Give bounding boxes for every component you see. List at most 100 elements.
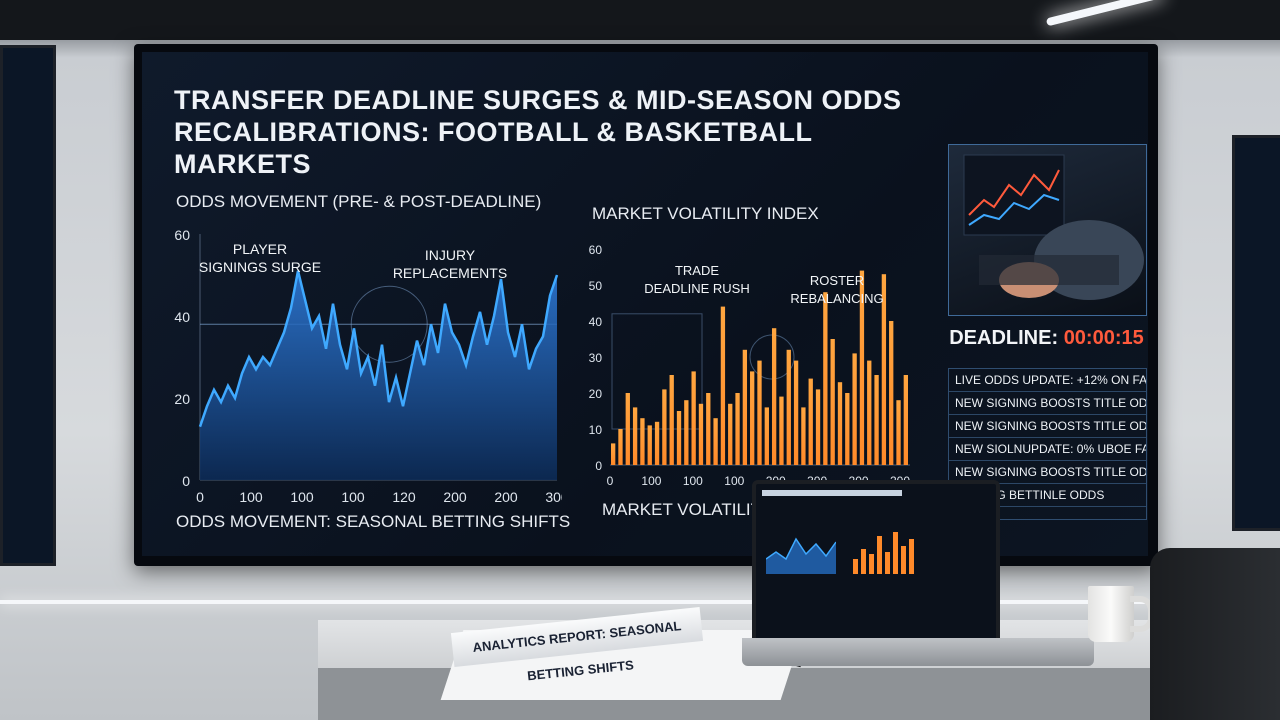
annotation-player-signings: SIGNINGS SURGE (199, 259, 321, 275)
volatility-bar (735, 393, 740, 465)
volatility-bar (647, 425, 652, 465)
x-tick-label: 0 (607, 474, 614, 488)
left-chart-heading: ODDS MOVEMENT (PRE- & POST-DEADLINE) (176, 192, 542, 211)
laptop-keyboard (742, 638, 1094, 666)
x-tick-label: 0 (196, 489, 204, 505)
volatility-bar (867, 360, 872, 465)
laptop-title-bar (762, 490, 902, 496)
coffee-mug (1088, 586, 1134, 642)
volatility-bar (669, 375, 674, 465)
volatility-bar (720, 306, 726, 465)
volatility-bar (830, 339, 835, 465)
annotation-roster-rebalancing: REBALANCING (790, 291, 883, 306)
deadline-label: DEADLINE: (949, 327, 1059, 349)
left-chart-footer: ODDS MOVEMENT: SEASONAL BETTING SHIFTS (176, 512, 571, 531)
volatility-bar (611, 443, 616, 465)
volatility-bar (618, 429, 623, 465)
volatility-bar (786, 349, 791, 465)
annotation-roster-rebalancing: ROSTER (810, 273, 864, 288)
volatility-bar (632, 407, 638, 465)
volatility-bar (684, 400, 689, 465)
annotation-injury-replacements: REPLACEMENTS (393, 265, 507, 281)
dashboard-title: TRANSFER DEADLINE SURGES & MID-SEASON OD… (174, 85, 902, 179)
court-circle (350, 285, 428, 363)
ticker-item: NEW SIGNING BOOSTS TITLE ODDS (949, 392, 1146, 415)
volatility-bar (903, 375, 908, 465)
y-tick-label: 60 (174, 227, 190, 243)
volatility-bar (728, 403, 733, 465)
area-fill (200, 270, 557, 480)
volatility-bar (815, 389, 821, 465)
volatility-bar (808, 378, 813, 465)
volatility-bar (662, 389, 667, 465)
volatility-bar (713, 418, 718, 465)
annotation-player-signings: PLAYER (233, 241, 287, 257)
volatility-bar (640, 418, 645, 465)
x-tick-label: 100 (290, 489, 314, 505)
trader-photo (963, 154, 1144, 300)
y-tick-label: 10 (589, 423, 603, 437)
volatility-bar (757, 360, 762, 465)
volatility-bar (676, 411, 682, 465)
volatility-bar (706, 393, 711, 465)
volatility-bar (852, 353, 857, 465)
volatility-bar (845, 393, 850, 465)
ticker-item: NEW SIOLNUPDATE: 0% UBOE FAVENITES. (949, 438, 1146, 461)
x-tick-label: 100 (724, 474, 744, 488)
volatility-bar (750, 371, 755, 465)
volatility-bar (691, 371, 696, 465)
x-tick-label: 200 (494, 489, 518, 505)
trader-video-feed (948, 144, 1147, 316)
deadline-timer: 00:00:15 (1063, 327, 1144, 349)
x-tick-label: 100 (683, 474, 703, 488)
wall-light-strip (0, 600, 1280, 604)
ticker-item: LIVE ODDS UPDATE: +12% ON FAVORITES (949, 369, 1146, 392)
y-tick-label: 40 (589, 315, 603, 329)
x-tick-label: 120 (392, 489, 416, 505)
office-chair (1150, 548, 1280, 720)
volatility-bar (654, 421, 660, 465)
laptop-area-chart (766, 537, 836, 574)
volatility-bar (837, 382, 843, 465)
y-tick-label: 30 (589, 351, 603, 365)
x-tick-label: 100 (341, 489, 365, 505)
odds-ticker: LIVE ODDS UPDATE: +12% ON FAVORITES NEW … (948, 368, 1147, 520)
y-tick-label: 40 (174, 309, 190, 325)
volatility-bar (881, 274, 887, 465)
volatility-bar (793, 360, 799, 465)
y-tick-label: 0 (595, 459, 602, 473)
side-monitor-right (1232, 135, 1280, 531)
x-tick-label: 100 (239, 489, 263, 505)
ticker-item: NEW SIGNING BOOSTS TITLE ODDS (949, 415, 1146, 438)
right-chart-heading: MARKET VOLATILITY INDEX (592, 204, 819, 223)
x-tick-label: 300 (545, 489, 562, 505)
annotation-injury-replacements: INJURY (425, 247, 476, 263)
odds-movement-chart: 0 20 40 60 0 100 100 100 120 200 200 300 PLAYER SIGNI… (174, 227, 562, 505)
volatility-bar (779, 396, 784, 465)
annotation-trade-deadline: DEADLINE RUSH (644, 281, 749, 296)
annotation-trade-deadline: TRADE (675, 263, 719, 278)
x-tick-label: 100 (641, 474, 661, 488)
odds-line (198, 270, 559, 428)
volatility-bar (859, 270, 865, 465)
deadline-countdown: DEADLINE: 00:00:15 (948, 318, 1145, 358)
y-tick-label: 20 (174, 391, 190, 407)
volatility-bar (625, 393, 630, 465)
y-tick-label: 0 (182, 473, 190, 489)
laptop-bar-chart (853, 532, 914, 574)
x-tick-label: 200 (443, 489, 467, 505)
main-display: TRANSFER DEADLINE SURGES & MID-SEASON OD… (134, 44, 1158, 566)
side-monitor-left (0, 45, 56, 566)
volatility-bar (889, 321, 894, 465)
y-tick-label: 20 (589, 387, 603, 401)
volatility-bar (698, 403, 704, 465)
y-tick-label: 60 (589, 243, 603, 257)
volatility-bar (764, 407, 769, 465)
ceiling (0, 0, 1280, 40)
volatility-bar (874, 375, 879, 465)
laptop-screen (752, 480, 1000, 646)
ticker-item: NEW SIGNING BOOSTS TITLE ODDS (949, 461, 1146, 484)
volatility-bar (771, 328, 777, 465)
volatility-bar (801, 407, 806, 465)
court-key (611, 313, 703, 430)
